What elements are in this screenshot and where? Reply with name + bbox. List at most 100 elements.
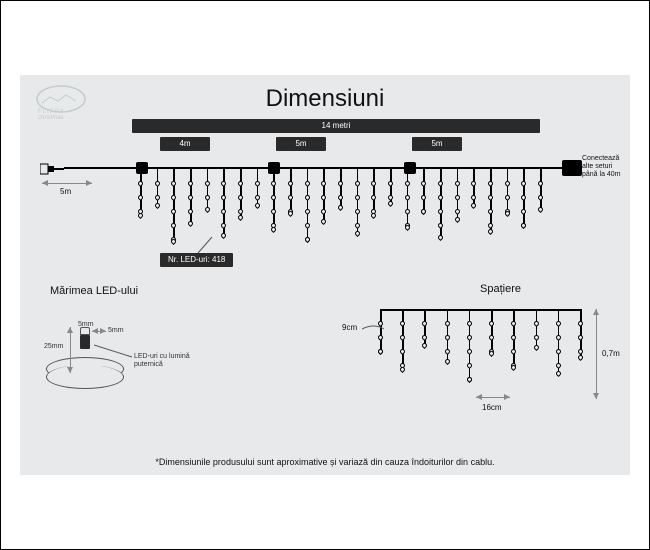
led-bulb — [466, 320, 473, 327]
led-bulb — [420, 208, 427, 215]
led-bulb — [466, 334, 473, 341]
led-bulb — [137, 212, 144, 219]
led-size-title: Mărimea LED-ului — [50, 285, 138, 297]
led-bulb — [304, 222, 311, 229]
led-bulb — [470, 180, 477, 187]
led-h: 5mm — [78, 321, 94, 328]
led-bulb — [270, 194, 277, 201]
inter-arrow — [476, 397, 510, 398]
led-bulb — [399, 348, 406, 355]
led-bulb — [533, 344, 540, 351]
led-bulb — [444, 358, 451, 365]
led-bulb — [533, 320, 540, 327]
led-bulb — [170, 222, 177, 229]
diagram-card: FLIPPY christmas Dimensiuni 14 metri 4m5… — [20, 75, 630, 475]
led-bulb — [154, 194, 161, 201]
led-bulb — [320, 208, 327, 215]
led-bulb — [404, 208, 411, 215]
led-bulb — [220, 180, 227, 187]
connect-text: Conectează alte seturi până la 40m — [582, 155, 626, 179]
led-bulb — [510, 348, 517, 355]
footnote: *Dimensiunile produsului sunt aproximati… — [20, 457, 630, 467]
led-bulb — [304, 208, 311, 215]
led-bulb — [520, 180, 527, 187]
led-bulb — [370, 194, 377, 201]
led-bulb — [399, 366, 406, 373]
led-bulb — [421, 320, 428, 327]
led-bulb — [520, 222, 527, 229]
led-bulb — [287, 180, 294, 187]
led-total-arrow — [70, 327, 71, 373]
led-bulb — [270, 226, 277, 233]
led-bulb — [437, 208, 444, 215]
led-bulb — [220, 222, 227, 229]
led-bulb — [555, 320, 562, 327]
lead-label: 5m — [60, 187, 71, 196]
led-bulb — [387, 180, 394, 187]
led-bulb — [337, 180, 344, 187]
led-bulb — [137, 180, 144, 187]
led-bulb — [204, 180, 211, 187]
led-bulb — [377, 348, 384, 355]
led-bulb — [399, 334, 406, 341]
led-bulb — [487, 228, 494, 235]
led-bulb — [466, 348, 473, 355]
led-bulb — [399, 320, 406, 327]
led-bulb — [520, 194, 527, 201]
led-bulb — [510, 320, 517, 327]
led-bulb — [488, 334, 495, 341]
led-bulb — [454, 180, 461, 187]
led-bulb — [533, 334, 540, 341]
led-bulb — [270, 208, 277, 215]
segment-bar: 5m — [276, 137, 326, 151]
led-bulb — [377, 334, 384, 341]
led-bulb — [304, 194, 311, 201]
led-bulb — [337, 204, 344, 211]
led-bulb — [320, 180, 327, 187]
light-strand — [491, 309, 493, 353]
total-length-bar: 14 metri — [132, 119, 540, 133]
led-bulb — [444, 320, 451, 327]
led-bulb — [204, 206, 211, 213]
led-bulb — [320, 194, 327, 201]
led-bulb — [555, 334, 562, 341]
led-bulb — [404, 194, 411, 201]
led-count-box: Nr. LED-uri: 418 — [160, 253, 233, 267]
led-bulb — [254, 194, 261, 201]
cable-connector — [136, 162, 148, 174]
led-bulb — [454, 194, 461, 201]
led-bulb — [254, 180, 261, 187]
led-bulb — [488, 320, 495, 327]
drop-arrow — [596, 309, 597, 399]
led-w: 5mm — [108, 327, 124, 334]
led-bulb — [320, 218, 327, 225]
led-bulb — [154, 202, 161, 209]
led-bulb — [555, 370, 562, 377]
led-total: 25mm — [44, 343, 63, 350]
led-bulb — [404, 180, 411, 187]
led-bulb — [387, 200, 394, 207]
end-connector — [562, 160, 582, 176]
led-bulb — [137, 194, 144, 201]
led-bulb — [466, 376, 473, 383]
led-bulb — [437, 222, 444, 229]
power-plug-icon — [40, 161, 64, 177]
led-bulb — [170, 194, 177, 201]
led-bulb — [154, 180, 161, 187]
led-bulb — [555, 348, 562, 355]
led-bulb — [370, 212, 377, 219]
led-bulb — [466, 362, 473, 369]
led-bulb — [187, 194, 194, 201]
led-bulb — [187, 180, 194, 187]
led-bulb — [504, 194, 511, 201]
led-bulb — [577, 320, 584, 327]
led-bulb — [537, 194, 544, 201]
led-bulb — [354, 222, 361, 229]
led-disc2 — [46, 365, 124, 389]
light-strand — [290, 169, 292, 213]
led-bulb — [354, 194, 361, 201]
led-bulb — [510, 334, 517, 341]
led-bulb — [437, 234, 444, 241]
led-note-pointer — [94, 343, 134, 363]
lead-arrow — [42, 183, 92, 184]
